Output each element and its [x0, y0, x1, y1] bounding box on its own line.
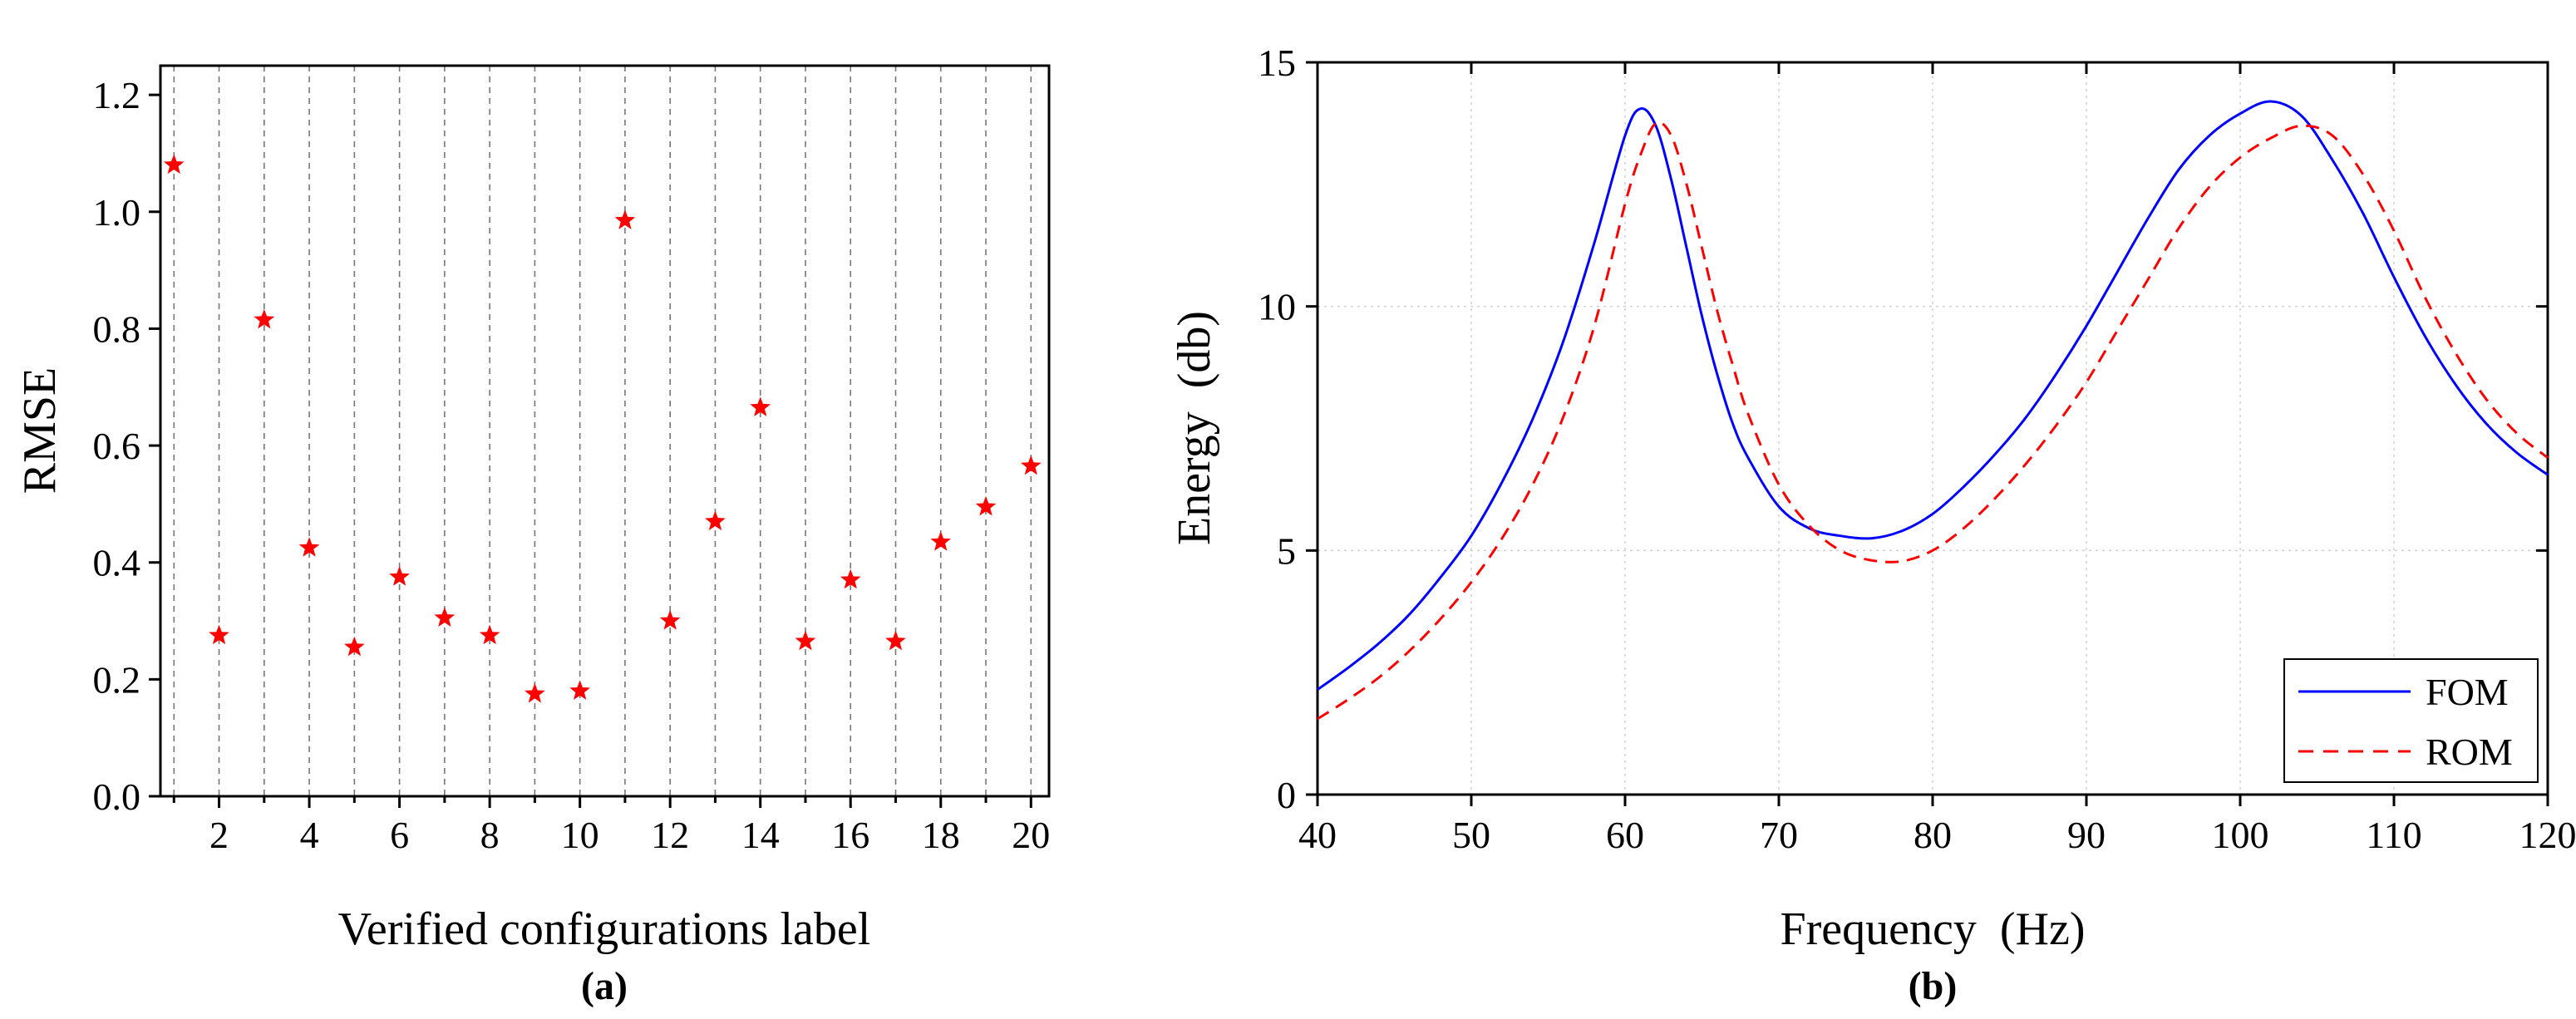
- panel-b-x-ticks: 40 50 60 70 80 90 100 110 120: [1298, 62, 2576, 856]
- panel-a-x-axis-title: Verified configurations label: [338, 903, 871, 955]
- panel-a-y-tick-label: 1.0: [93, 191, 141, 234]
- panel-a-x-tick-label: 12: [651, 814, 689, 856]
- panel-b-legend: FOM ROM: [2283, 658, 2539, 783]
- panel-a-x-tick-label: 16: [831, 814, 869, 856]
- panel-a-point-14: [750, 396, 771, 416]
- panel-a-y-tick-label: 0.0: [93, 775, 141, 818]
- panel-a-frame: [159, 64, 1051, 798]
- panel-b-series-fom: [1317, 100, 2549, 691]
- panel-a-point-20: [1020, 455, 1042, 475]
- panel-a-point-11: [614, 209, 636, 229]
- panel-a-grid: [173, 66, 1032, 796]
- panel-b-x-tick-label: 70: [1760, 814, 1798, 856]
- panel-b-x-tick-label: 80: [1914, 814, 1952, 856]
- panel-a-y-tick-label: 0.8: [93, 308, 141, 350]
- panel-b-x-tick-label: 110: [2366, 814, 2421, 856]
- panel-b-x-tick-label: 40: [1298, 814, 1337, 856]
- panel-a-point-9: [525, 682, 545, 703]
- panel-b-x-tick-label: 50: [1452, 814, 1490, 856]
- panel-a-point-18: [930, 531, 952, 551]
- panel-b-grid: [1318, 62, 2548, 795]
- panel-b-y-axis-title: Energy (db): [1169, 311, 1220, 545]
- panel-a-point-16: [840, 569, 861, 589]
- panel-a-point-7: [434, 607, 456, 627]
- panel-a-x-tick-label: 14: [741, 814, 780, 856]
- panel-a-y-tick-label: 0.2: [93, 658, 141, 701]
- panel-a-label: (a): [581, 964, 628, 1008]
- panel-a-point-4: [298, 537, 320, 557]
- panel-a-x-tick-label: 20: [1012, 814, 1050, 856]
- panel-b-y-tick-label: 15: [1258, 42, 1296, 84]
- panel-a-x-tick-label: 10: [561, 814, 599, 856]
- panel-b-y-tick-label: 10: [1258, 286, 1296, 328]
- panel-b-series: [1317, 100, 2549, 721]
- panel-b-x-tick-label: 120: [2519, 814, 2576, 856]
- panel-a-points: [163, 154, 1042, 703]
- panel-a-y-tick-label: 1.2: [93, 74, 141, 116]
- panel-b-x-tick-label: 100: [2212, 814, 2269, 856]
- panel-b-series-rom: [1317, 121, 2549, 721]
- panel-a-point-1: [163, 154, 185, 175]
- panel-a-scatter: 0.0 0.2 0.4 0.6 0.8 1.0 1.2 2 4 6 8 10 12 14 16 18 20 R…: [14, 64, 1051, 1008]
- panel-a-y-axis-title: RMSE: [14, 367, 66, 495]
- panel-a-x-tick-label: 18: [922, 814, 960, 856]
- panel-b-y-ticks: 0 5 10 15: [1258, 42, 2548, 816]
- panel-a-point-5: [344, 636, 365, 657]
- panel-a-x-tick-label: 4: [300, 814, 319, 856]
- panel-b-line-chart: 0 5 10 15 40 50 60 70 80 90 100 110 120 FOM ROM Ene…: [1169, 42, 2576, 1008]
- panel-a-point-12: [659, 610, 681, 630]
- panel-a-y-ticks: 0.0 0.2 0.4 0.6 0.8 1.0 1.2: [93, 74, 160, 818]
- panel-a-point-19: [975, 495, 997, 516]
- panel-a-x-tick-label: 6: [390, 814, 409, 856]
- panel-a-y-tick-label: 0.4: [93, 542, 141, 584]
- panel-b-y-tick-label: 0: [1277, 774, 1296, 816]
- panel-b-y-tick-label: 5: [1277, 529, 1296, 572]
- panel-a-point-6: [389, 566, 410, 586]
- panel-a-x-tick-label: 2: [209, 814, 229, 856]
- panel-b-x-tick-label: 90: [2067, 814, 2106, 856]
- panel-a-point-2: [209, 624, 229, 645]
- panel-b-x-tick-label: 60: [1606, 814, 1644, 856]
- legend-box: [2283, 658, 2539, 783]
- panel-a-point-10: [569, 680, 590, 700]
- legend-fom-label: FOM: [2426, 671, 2509, 713]
- legend-rom-label: ROM: [2426, 731, 2513, 773]
- panel-a-point-17: [885, 630, 906, 651]
- panel-b-label: (b): [1909, 964, 1958, 1008]
- panel-a-x-ticks: 2 4 6 8 10 12 14 16 18 20: [172, 796, 1050, 856]
- panel-b-x-axis-title: Frequency (Hz): [1781, 903, 2086, 955]
- panel-a-point-15: [795, 630, 816, 651]
- panel-a-point-3: [254, 308, 275, 329]
- panel-a-point-8: [479, 624, 500, 645]
- panel-a-y-tick-label: 0.6: [93, 425, 141, 467]
- panel-a-point-13: [705, 510, 726, 530]
- panel-a-x-tick-label: 8: [480, 814, 500, 856]
